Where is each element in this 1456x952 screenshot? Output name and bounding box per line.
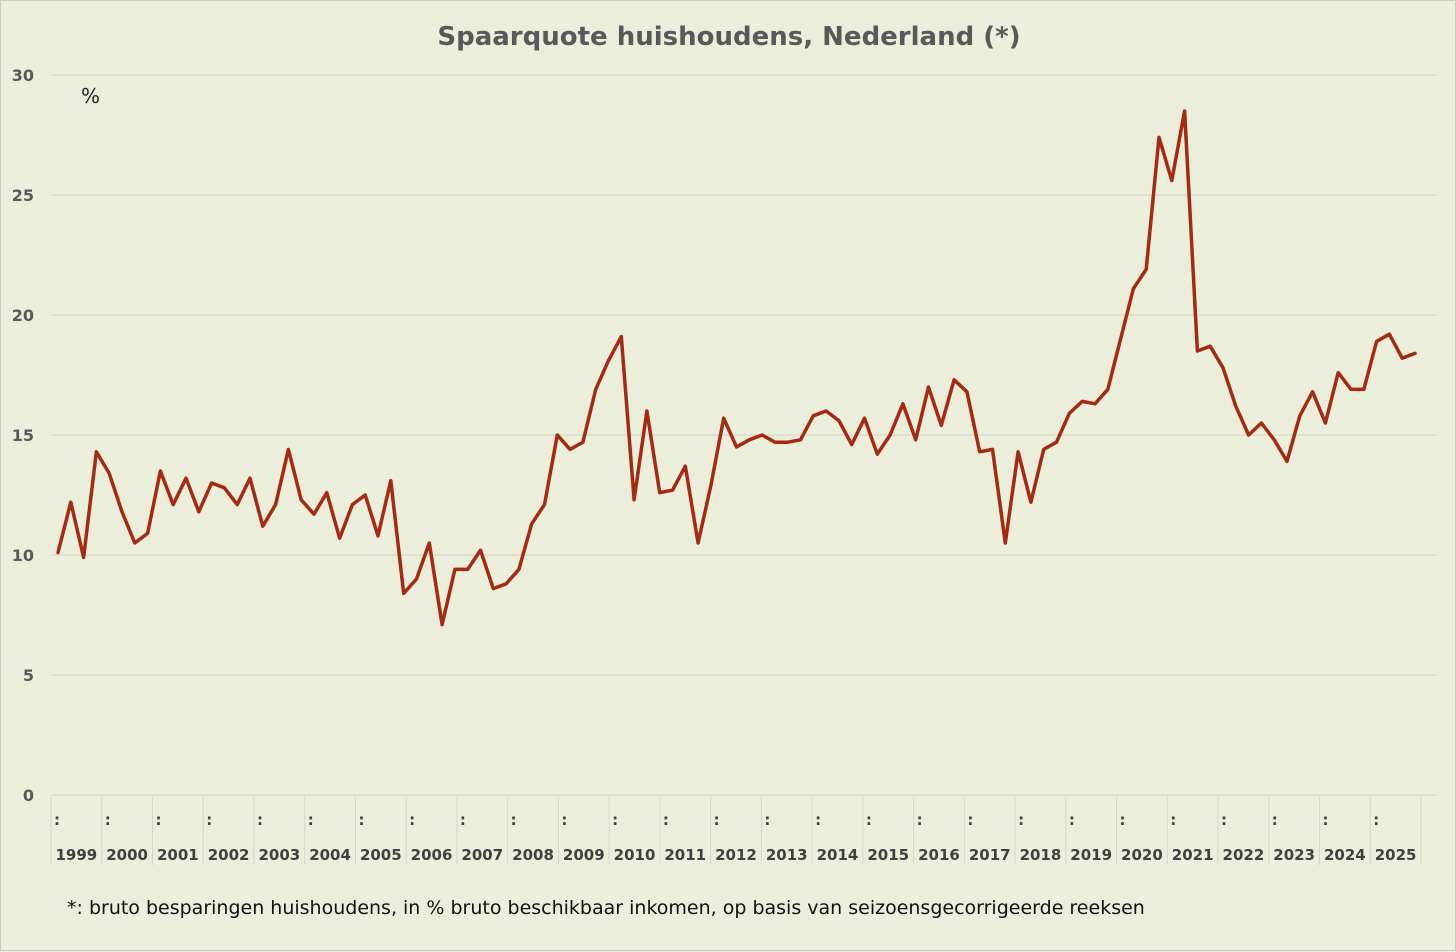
- x-tick-separator: :: [105, 811, 111, 829]
- x-tick-label: 2024: [1324, 846, 1366, 864]
- x-tick-separator: :: [155, 811, 161, 829]
- x-tick-label: 2001: [157, 846, 199, 864]
- x-tick-label: 2008: [512, 846, 554, 864]
- x-tick-label: 2006: [411, 846, 453, 864]
- x-tick-separator: :: [257, 811, 263, 829]
- x-tick-separator: :: [1221, 811, 1227, 829]
- x-tick-separator: :: [612, 811, 618, 829]
- x-tick-separator: :: [511, 811, 517, 829]
- y-axis: 0 5 10 15 20 25 30: [12, 66, 34, 805]
- x-tick-separator: :: [308, 811, 314, 829]
- x-tick-label: 2023: [1273, 846, 1315, 864]
- y-tick-label: 10: [12, 546, 34, 565]
- x-tick-separator: :: [917, 811, 923, 829]
- x-tick-separator: :: [866, 811, 872, 829]
- x-tick-label: 2007: [461, 846, 503, 864]
- x-tick-label: 2022: [1223, 846, 1265, 864]
- x-tick-label: 2000: [106, 846, 148, 864]
- x-tick-separator: :: [409, 811, 415, 829]
- grid: [51, 75, 1437, 795]
- unit-label: %: [81, 84, 100, 108]
- y-tick-label: 15: [12, 426, 34, 445]
- x-tick-separator: :: [764, 811, 770, 829]
- x-tick-label: 2011: [664, 846, 706, 864]
- x-tick-label: 2025: [1375, 846, 1417, 864]
- x-tick-label: 2010: [614, 846, 656, 864]
- x-tick-label: 2021: [1172, 846, 1214, 864]
- x-tick-label: 2018: [1020, 846, 1062, 864]
- x-tick-label: 2004: [309, 846, 351, 864]
- x-tick-label: 2016: [918, 846, 960, 864]
- x-tick-label: 2020: [1121, 846, 1163, 864]
- y-tick-label: 5: [23, 666, 34, 685]
- footnote: *: bruto besparingen huishoudens, in % b…: [67, 897, 1145, 919]
- x-tick-label: 2015: [867, 846, 909, 864]
- series-group: [58, 111, 1415, 625]
- x-tick-separator: :: [1120, 811, 1126, 829]
- x-tick-separator: :: [1323, 811, 1329, 829]
- x-tick-label: 1999: [55, 846, 97, 864]
- y-tick-label: 0: [23, 786, 34, 805]
- x-tick-separator: :: [714, 811, 720, 829]
- x-tick-label: 2012: [715, 846, 757, 864]
- x-tick-separator: :: [206, 811, 212, 829]
- x-tick-separator: :: [358, 811, 364, 829]
- chart-title: Spaarquote huishoudens, Nederland (*): [437, 22, 1020, 52]
- x-tick-separator: :: [1272, 811, 1278, 829]
- y-tick-label: 20: [12, 306, 34, 325]
- x-tick-separator: :: [1170, 811, 1176, 829]
- series-line: [58, 111, 1415, 625]
- x-tick-label: 2009: [563, 846, 605, 864]
- x-tick-separator: :: [815, 811, 821, 829]
- x-tick-label: 2002: [208, 846, 250, 864]
- x-tick-separator: :: [561, 811, 567, 829]
- x-tick-separator: :: [460, 811, 466, 829]
- x-tick-separator: :: [967, 811, 973, 829]
- x-tick-separator: :: [1373, 811, 1379, 829]
- x-axis: :1999:2000:2001:2002:2003:2004:2005:2006…: [51, 797, 1421, 865]
- x-tick-label: 2003: [258, 846, 300, 864]
- y-tick-label: 25: [12, 186, 34, 205]
- y-tick-label: 30: [12, 66, 34, 85]
- x-tick-separator: :: [1069, 811, 1075, 829]
- x-tick-label: 2019: [1070, 846, 1112, 864]
- x-tick-label: 2017: [969, 846, 1011, 864]
- x-tick-label: 2014: [817, 846, 859, 864]
- x-tick-separator: :: [663, 811, 669, 829]
- x-tick-label: 2005: [360, 846, 402, 864]
- x-tick-separator: :: [54, 811, 60, 829]
- x-tick-separator: :: [1018, 811, 1024, 829]
- x-tick-label: 2013: [766, 846, 808, 864]
